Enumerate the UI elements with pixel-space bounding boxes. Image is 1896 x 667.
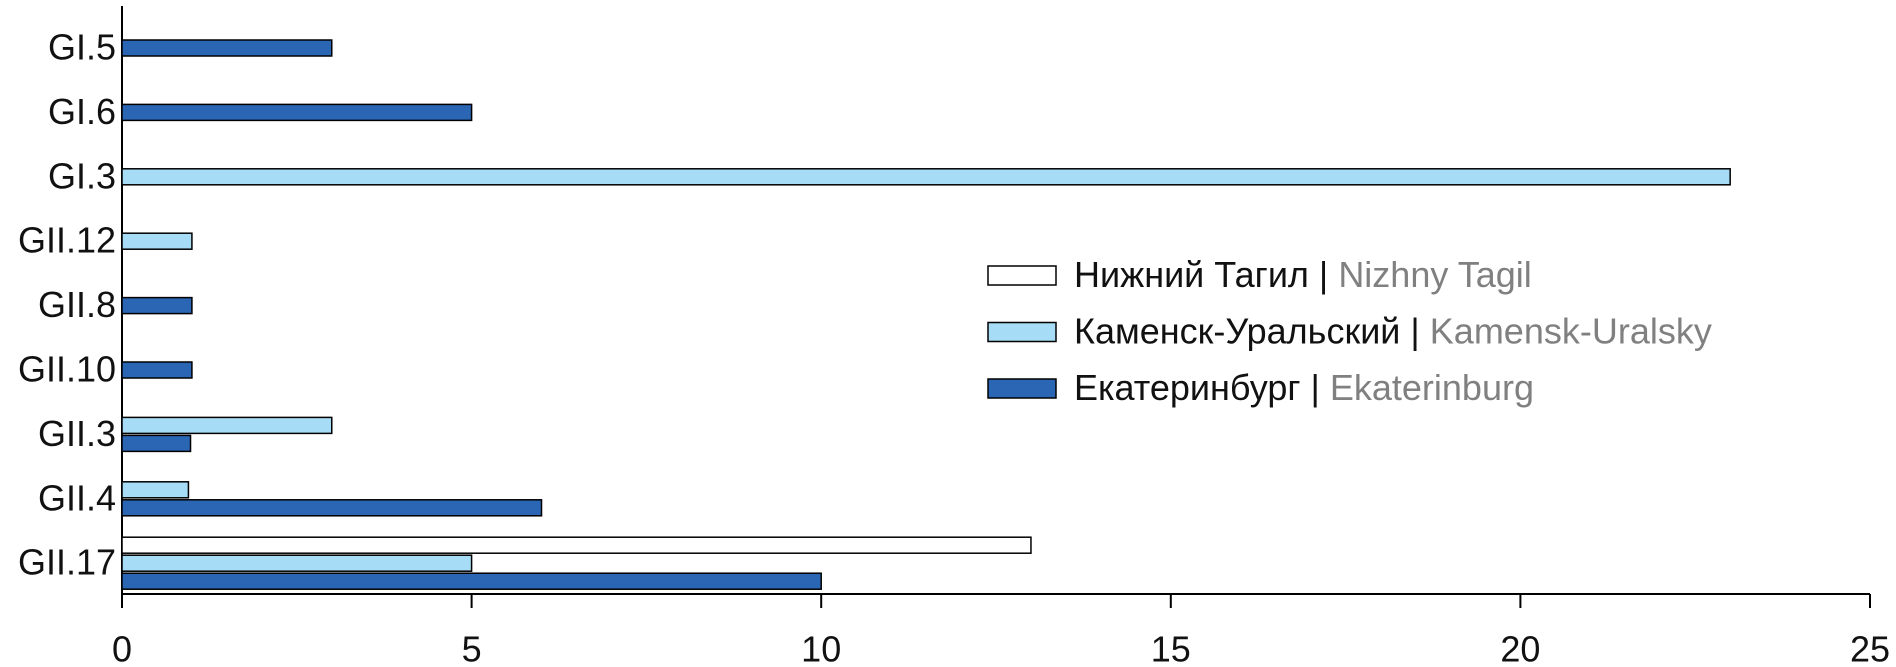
bar: [121, 481, 190, 499]
bar: [121, 499, 543, 517]
bar: [121, 434, 192, 453]
bar: [121, 232, 193, 250]
legend-label-en: Nizhny Tagil: [1338, 254, 1531, 295]
bar: [121, 168, 1731, 186]
y-tick-label: GII.12: [18, 220, 116, 261]
x-tick-label: 0: [112, 629, 132, 667]
legend-swatch: [987, 265, 1057, 286]
y-tick-label: GI.3: [48, 155, 116, 196]
bar: [121, 39, 333, 57]
y-tick-label: GII.4: [38, 477, 116, 518]
x-tick-label: 20: [1500, 629, 1540, 667]
y-tick-label: GI.5: [48, 27, 116, 68]
legend-label-ru: Нижний Тагил |: [1074, 254, 1328, 295]
legend-label: Екатеринбург | Ekaterinburg: [1074, 367, 1534, 408]
legend-label-en: Ekaterinburg: [1330, 367, 1534, 408]
x-tick-label: 25: [1850, 629, 1890, 667]
x-tick-label: 5: [462, 629, 482, 667]
legend-label: Нижний Тагил | Nizhny Tagil: [1074, 254, 1532, 295]
y-tick-label: GI.6: [48, 91, 116, 132]
x-tick-label: 10: [801, 629, 841, 667]
legend-label-ru: Каменск-Уральский |: [1074, 310, 1420, 351]
bar: [121, 536, 1032, 554]
y-tick-label: GII.10: [18, 349, 116, 390]
bar: [121, 416, 333, 435]
legend-label-ru: Екатеринбург |: [1074, 367, 1320, 408]
x-tick-label: 15: [1151, 629, 1191, 667]
legend-label-en: Kamensk-Uralsky: [1430, 310, 1712, 351]
bar: [121, 296, 193, 315]
bar: [121, 572, 822, 590]
bar: [121, 103, 473, 122]
legend-label: Каменск-Уральский | Kamensk-Uralsky: [1074, 310, 1712, 351]
legend-swatch: [987, 378, 1057, 399]
bar: [121, 554, 473, 572]
bar: [121, 361, 193, 379]
y-tick-label: GII.3: [38, 413, 116, 454]
y-tick-label: GII.8: [38, 284, 116, 325]
legend-swatch: [987, 321, 1057, 343]
y-tick-label: GII.17: [18, 542, 116, 583]
